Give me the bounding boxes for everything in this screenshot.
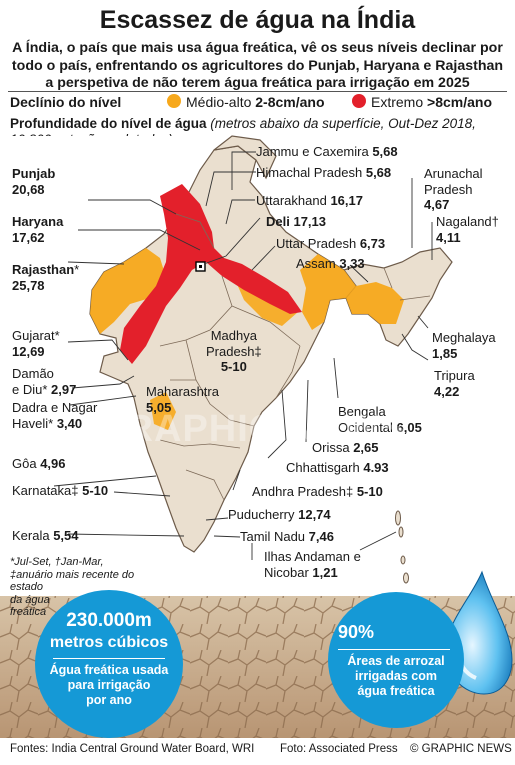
label-haryana: Haryana 17,62	[12, 214, 64, 245]
label-andhra-pradesh: Andhra Pradesh‡ 5-10	[252, 484, 383, 499]
footer-photo-credit: Foto: Associated Press	[280, 743, 398, 755]
label-west-bengal: Bengala Ocidental 6,05	[338, 404, 422, 435]
label-puducherry: Puducherry 12,74	[228, 507, 331, 522]
label-nagaland: Nagaland† 4,11	[436, 214, 499, 245]
stat-bubble-rice: 90% Áreas de arrozal irrigadas com água …	[328, 592, 464, 728]
label-arunachal-pradesh: Arunachal Pradesh 4,67	[424, 166, 483, 212]
legend-item-medium: Médio-alto 2-8cm/ano	[186, 94, 325, 110]
label-andaman-nicobar: Ilhas Andaman e Nicobar 1,21	[264, 549, 361, 580]
legend-swatch-medium	[167, 94, 181, 108]
decline-medium-zone	[346, 282, 404, 324]
subtitle-line: A Índia, o país que mais usa água freáti…	[12, 40, 503, 56]
page-subtitle: A Índia, o país que mais usa água freáti…	[0, 40, 515, 93]
label-gujarat: Gujarat* 12,69	[12, 328, 60, 359]
label-assam: Assam 3,33	[296, 256, 365, 271]
divider	[8, 91, 507, 92]
label-damao-diu: Damão e Diu* 2,97	[12, 366, 77, 397]
legend-title: Declínio do nível	[10, 94, 122, 110]
legend-swatch-extreme	[352, 94, 366, 108]
label-uttarakhand: Uttarakhand 16,17	[256, 193, 363, 208]
stat-bubble-irrigation: 230.000m metros cúbicos Água freática us…	[35, 590, 183, 738]
footer-copyright: © GRAPHIC NEWS	[410, 743, 512, 755]
footer-sources: Fontes: India Central Ground Water Board…	[10, 743, 255, 755]
watermark: GRAPHIC NEWS	[95, 408, 407, 450]
label-uttar-pradesh: Uttar Pradesh 6,73	[276, 236, 386, 251]
label-jammu-kashmir: Jammu e Caxemira 5,68	[256, 144, 398, 159]
decline-medium-zone	[300, 254, 356, 330]
legend-item-extreme: Extremo >8cm/ano	[371, 94, 492, 110]
label-delhi: Deli 17,13	[266, 214, 327, 229]
label-himachal-pradesh: Himachal Pradesh 5,68	[256, 165, 392, 180]
subtitle-line: todo o país, enfrentando os agricultores…	[11, 57, 504, 74]
label-tripura: Tripura 4,22	[434, 368, 475, 399]
label-dadra-nagar-haveli: Dadra e Nagar Haveli* 3,40	[12, 400, 98, 431]
decline-extreme-zone	[120, 184, 302, 364]
page-title: Escassez de água na Índia	[99, 6, 416, 34]
label-punjab: Punjab 20,68	[12, 166, 56, 197]
subtitle-line: a perspetiva de não terem água freática …	[45, 75, 470, 91]
label-chhattisgarh: Chhattisgarh 4.93	[286, 460, 389, 475]
decline-medium-zone	[90, 248, 168, 334]
kashmir-region	[213, 135, 277, 180]
label-orissa: Orissa 2,65	[312, 440, 379, 455]
label-karnataka: Karnataka‡ 5-10	[12, 483, 109, 498]
decline-medium-zone	[150, 392, 176, 430]
label-tamil-nadu: Tamil Nadu 7,46	[240, 529, 334, 544]
label-rajasthan: Rajasthan* 25,78	[12, 262, 80, 293]
label-maharashtra: Maharashtra 5,05	[146, 384, 219, 415]
label-kerala: Kerala 5,54	[12, 528, 79, 543]
label-madhya-pradesh: Madhya Pradesh‡ 5-10	[206, 328, 262, 374]
label-goa: Gôa 4,96	[12, 456, 66, 471]
label-meghalaya: Meghalaya 1,85	[432, 330, 496, 361]
footnotes: *Jul-Set, †Jan-Mar, ‡anuário mais recent…	[10, 556, 135, 618]
